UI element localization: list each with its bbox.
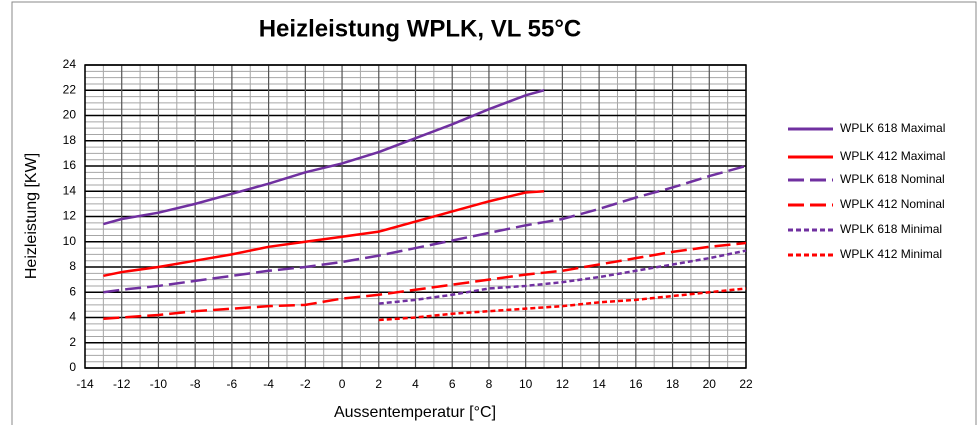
y-tick-label: 2	[69, 335, 76, 349]
y-tick-label: 6	[69, 284, 76, 298]
y-tick-label: 12	[63, 209, 77, 223]
y-tick-label: 10	[63, 234, 77, 248]
chart-title: Heizleistung WPLK, VL 55°C	[259, 15, 582, 42]
x-tick-label: -14	[76, 377, 94, 391]
series-line	[378, 249, 747, 305]
legend-label: WPLK 618 Maximal	[840, 121, 945, 135]
plot-border	[84, 64, 747, 369]
legend-label: WPLK 618 Nominal	[840, 172, 945, 186]
x-tick-label: -6	[227, 377, 238, 391]
x-tick-label: 4	[412, 377, 419, 391]
y-tick-label: 0	[69, 360, 76, 374]
y-tick-label: 22	[63, 82, 77, 96]
legend-label: WPLK 412 Nominal	[840, 197, 945, 211]
x-tick-label: 18	[666, 377, 680, 391]
x-tick-label: -4	[263, 377, 274, 391]
x-tick-label: 20	[703, 377, 717, 391]
x-tick-label: 10	[519, 377, 533, 391]
legend-label: WPLK 618 Minimal	[840, 222, 942, 236]
series-line	[378, 287, 747, 322]
x-tick-label: 16	[629, 377, 643, 391]
y-tick-label: 4	[69, 310, 76, 324]
x-axis-label: Aussentemperatur [°C]	[334, 404, 496, 421]
y-tick-label: 16	[63, 158, 77, 172]
series-line	[103, 190, 545, 278]
x-tick-label: 2	[375, 377, 382, 391]
legend-label: WPLK 412 Minimal	[840, 247, 942, 261]
x-tick-label: 22	[739, 377, 753, 391]
series-line	[103, 241, 747, 321]
x-tick-label: 12	[556, 377, 570, 391]
x-tick-label: -2	[300, 377, 311, 391]
series-line	[103, 164, 747, 294]
y-tick-label: 18	[63, 133, 77, 147]
x-tick-label: -10	[150, 377, 168, 391]
y-tick-label: 20	[63, 108, 77, 122]
legend-label: WPLK 412 Maximal	[840, 149, 945, 163]
y-tick-label: 14	[63, 183, 77, 197]
x-tick-label: -8	[190, 377, 201, 391]
x-tick-label: 6	[449, 377, 456, 391]
y-axis-label: Heizleistung [KW]	[23, 153, 40, 279]
x-tick-label: 14	[592, 377, 606, 391]
y-tick-label: 8	[69, 259, 76, 273]
series-line	[103, 89, 545, 226]
x-tick-label: 0	[339, 377, 346, 391]
y-tick-label: 24	[63, 57, 77, 71]
x-tick-label: -12	[113, 377, 131, 391]
x-tick-label: 8	[486, 377, 493, 391]
